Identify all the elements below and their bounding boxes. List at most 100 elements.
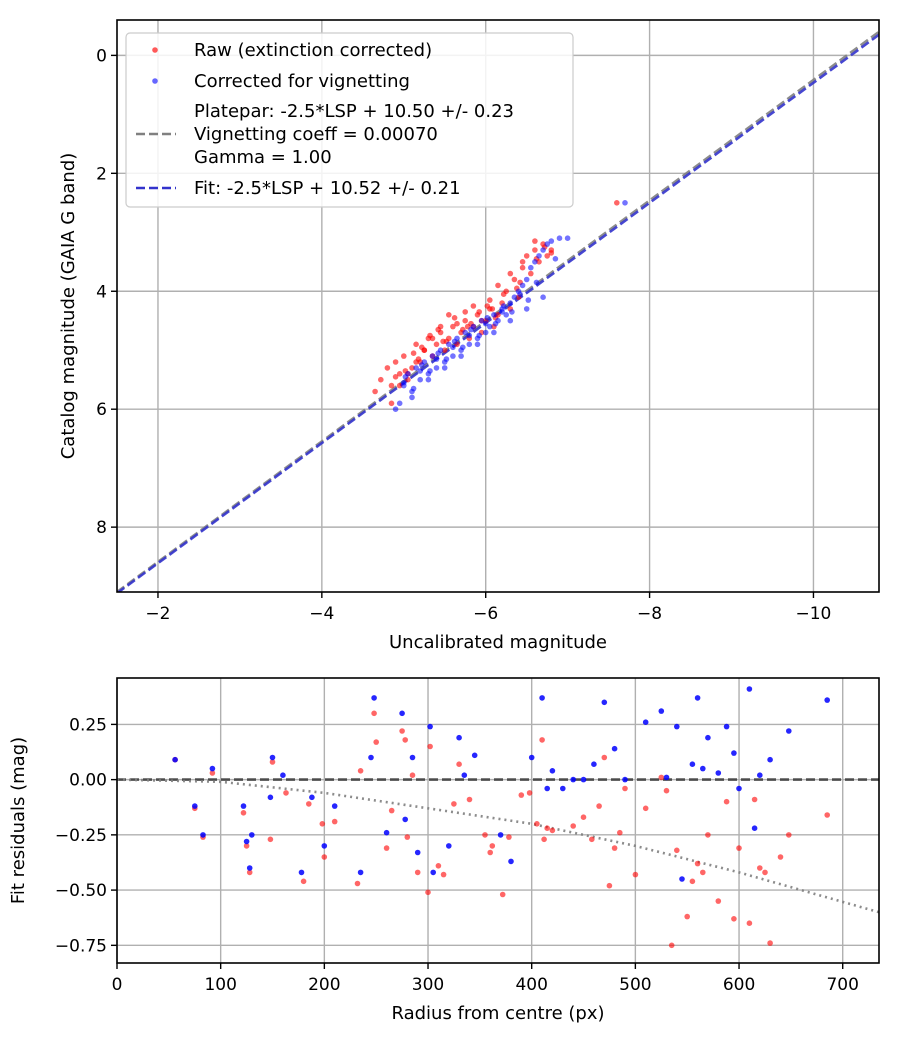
bot-point-raw <box>539 737 545 743</box>
top-point-corrected <box>458 353 464 359</box>
top-point-corrected <box>491 329 497 336</box>
top-point-raw <box>384 365 391 371</box>
bot-point-raw <box>331 818 338 825</box>
bot-point-raw <box>269 759 276 765</box>
top-point-corrected <box>525 297 532 303</box>
top-point-raw <box>528 270 534 277</box>
legend-label-platepar: Platepar: -2.5*LSP + 10.50 +/- 0.23 <box>194 101 514 122</box>
top-point-raw <box>454 320 460 327</box>
top-point-raw <box>487 297 493 303</box>
top-point-raw <box>433 341 440 348</box>
bot-y-tick-label: −0.50 <box>55 881 107 901</box>
bot-point-corrected <box>694 695 701 701</box>
top-point-corrected <box>474 341 481 348</box>
bot-point-corrected <box>402 816 409 823</box>
bot-point-raw <box>489 843 496 849</box>
bot-point-corrected <box>700 765 706 772</box>
bottom-grid <box>116 678 879 963</box>
bot-point-raw <box>373 739 380 745</box>
bot-point-corrected <box>663 774 670 781</box>
bot-x-tick-label: 400 <box>515 975 547 995</box>
bottom-reference-lines <box>117 778 879 914</box>
top-point-corrected <box>466 332 473 339</box>
top-point-corrected <box>462 329 469 336</box>
bot-point-raw <box>642 805 649 812</box>
bot-point-raw <box>399 728 405 734</box>
top-point-raw <box>440 338 446 345</box>
top-point-raw <box>441 347 448 354</box>
bot-point-corrected <box>757 772 763 778</box>
bot-x-tick-label: 500 <box>619 975 651 995</box>
bot-point-corrected <box>736 785 742 792</box>
bot-point-corrected <box>723 723 730 730</box>
bot-point-corrected <box>591 761 597 767</box>
top-point-raw <box>401 353 407 359</box>
bot-point-corrected <box>622 776 628 783</box>
bot-point-corrected <box>679 876 685 882</box>
top-point-corrected <box>433 356 440 362</box>
top-point-raw <box>511 276 518 283</box>
bot-point-raw <box>306 801 312 807</box>
top-point-corrected <box>396 400 403 407</box>
top-point-corrected <box>410 385 417 392</box>
top-point-corrected <box>402 374 409 380</box>
top-point-raw <box>548 250 555 256</box>
top-point-corrected <box>443 356 450 362</box>
top-point-corrected <box>433 365 440 371</box>
top-point-raw <box>532 238 538 244</box>
bot-point-corrected <box>446 843 452 849</box>
top-point-raw <box>462 309 469 315</box>
bot-point-raw <box>425 889 431 896</box>
bot-point-corrected <box>658 708 665 714</box>
top-point-corrected <box>556 235 563 241</box>
bot-x-tick-label: 0 <box>112 975 123 995</box>
top-point-corrected <box>499 309 505 315</box>
top-plot-frame <box>116 19 880 593</box>
bot-point-raw <box>383 845 390 851</box>
top-point-raw <box>450 323 456 330</box>
bottom-x-axis-label: Radius from centre (px) <box>391 1003 604 1024</box>
bot-point-corrected <box>497 832 504 838</box>
bot-line-vignetting-model <box>117 778 879 914</box>
bot-point-corrected <box>357 869 364 876</box>
bot-point-corrected <box>383 829 390 836</box>
top-point-corrected <box>564 235 571 241</box>
bot-point-raw <box>319 821 326 827</box>
bot-point-raw <box>246 869 253 876</box>
bot-point-raw <box>580 814 587 820</box>
bot-point-corrected <box>371 695 377 701</box>
top-point-corrected <box>476 332 483 339</box>
top-point-corrected <box>482 320 489 327</box>
top-point-corrected <box>532 259 538 265</box>
top-y-tick-label: 6 <box>96 400 107 420</box>
bot-point-raw <box>715 898 722 904</box>
top-point-corrected <box>509 309 515 315</box>
bot-x-tick-label: 600 <box>723 975 755 995</box>
top-x-tick-label: −10 <box>796 604 832 624</box>
top-point-corrected <box>491 312 497 318</box>
top-point-raw <box>409 365 415 371</box>
top-point-raw <box>614 200 620 206</box>
top-point-corrected <box>468 326 474 333</box>
top-point-raw <box>519 264 526 271</box>
bot-point-raw <box>435 863 442 869</box>
bot-point-raw <box>705 832 711 838</box>
bot-point-corrected <box>642 719 649 725</box>
legend-label-vignetting: Vignetting coeff = 0.00070 <box>194 124 438 145</box>
top-point-corrected <box>466 341 473 348</box>
top-point-corrected <box>523 306 530 312</box>
bot-point-corrected <box>674 723 680 730</box>
bot-point-raw <box>388 807 395 814</box>
bot-point-corrected <box>240 803 247 809</box>
bot-x-tick-label: 300 <box>412 975 444 995</box>
bot-point-raw <box>534 821 540 827</box>
bot-point-raw <box>402 737 409 743</box>
bottom-plot-frame <box>116 677 880 964</box>
top-point-corrected <box>419 362 425 368</box>
top-point-corrected <box>517 291 523 298</box>
bot-point-raw <box>499 891 506 898</box>
legend: Raw (extinction corrected) Corrected for… <box>125 32 574 208</box>
bot-point-corrected <box>731 750 737 756</box>
bot-point-raw <box>601 754 608 761</box>
top-point-raw <box>419 344 425 351</box>
